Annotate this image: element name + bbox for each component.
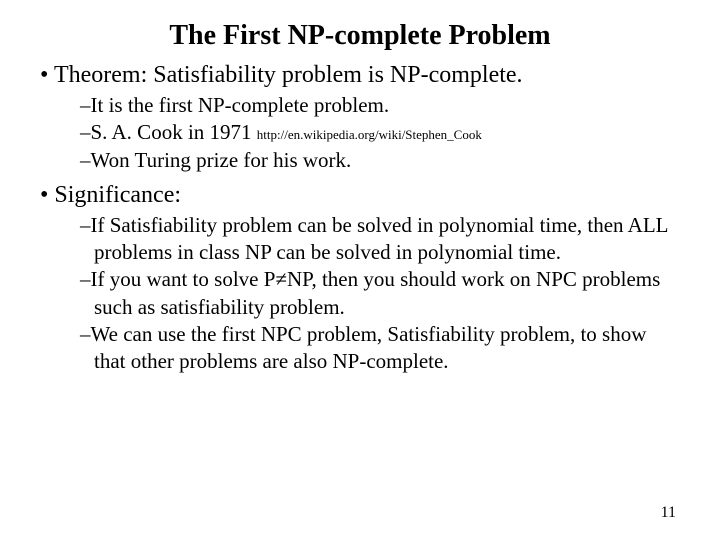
subbullet-first-npc: –It is the first NP-complete problem.	[80, 92, 680, 119]
slide-content: The First NP-complete Problem • Theorem:…	[0, 0, 720, 540]
subbullet-turing: –Won Turing prize for his work.	[80, 147, 680, 174]
subbullet-sig-polytime: –If Satisfiability problem can be solved…	[80, 212, 680, 267]
sig2-prefix: –If you want to solve P	[80, 267, 275, 291]
not-equal-symbol: ≠	[275, 267, 287, 291]
cook-url: http://en.wikipedia.org/wiki/Stephen_Coo…	[257, 127, 482, 142]
cook-text: –S. A. Cook in 1971	[80, 120, 257, 144]
subbullet-cook: –S. A. Cook in 1971 http://en.wikipedia.…	[80, 119, 680, 146]
significance-sublist: –If Satisfiability problem can be solved…	[40, 212, 680, 376]
slide-title: The First NP-complete Problem	[40, 20, 680, 52]
theorem-sublist: –It is the first NP-complete problem. –S…	[40, 92, 680, 174]
bullet-theorem: • Theorem: Satisfiability problem is NP-…	[40, 60, 680, 90]
subbullet-sig-show-others: –We can use the first NPC problem, Satis…	[80, 321, 680, 376]
bullet-significance: • Significance:	[40, 180, 680, 210]
subbullet-sig-p-neq-np: –If you want to solve P≠NP, then you sho…	[80, 266, 680, 321]
page-number: 11	[661, 504, 676, 522]
